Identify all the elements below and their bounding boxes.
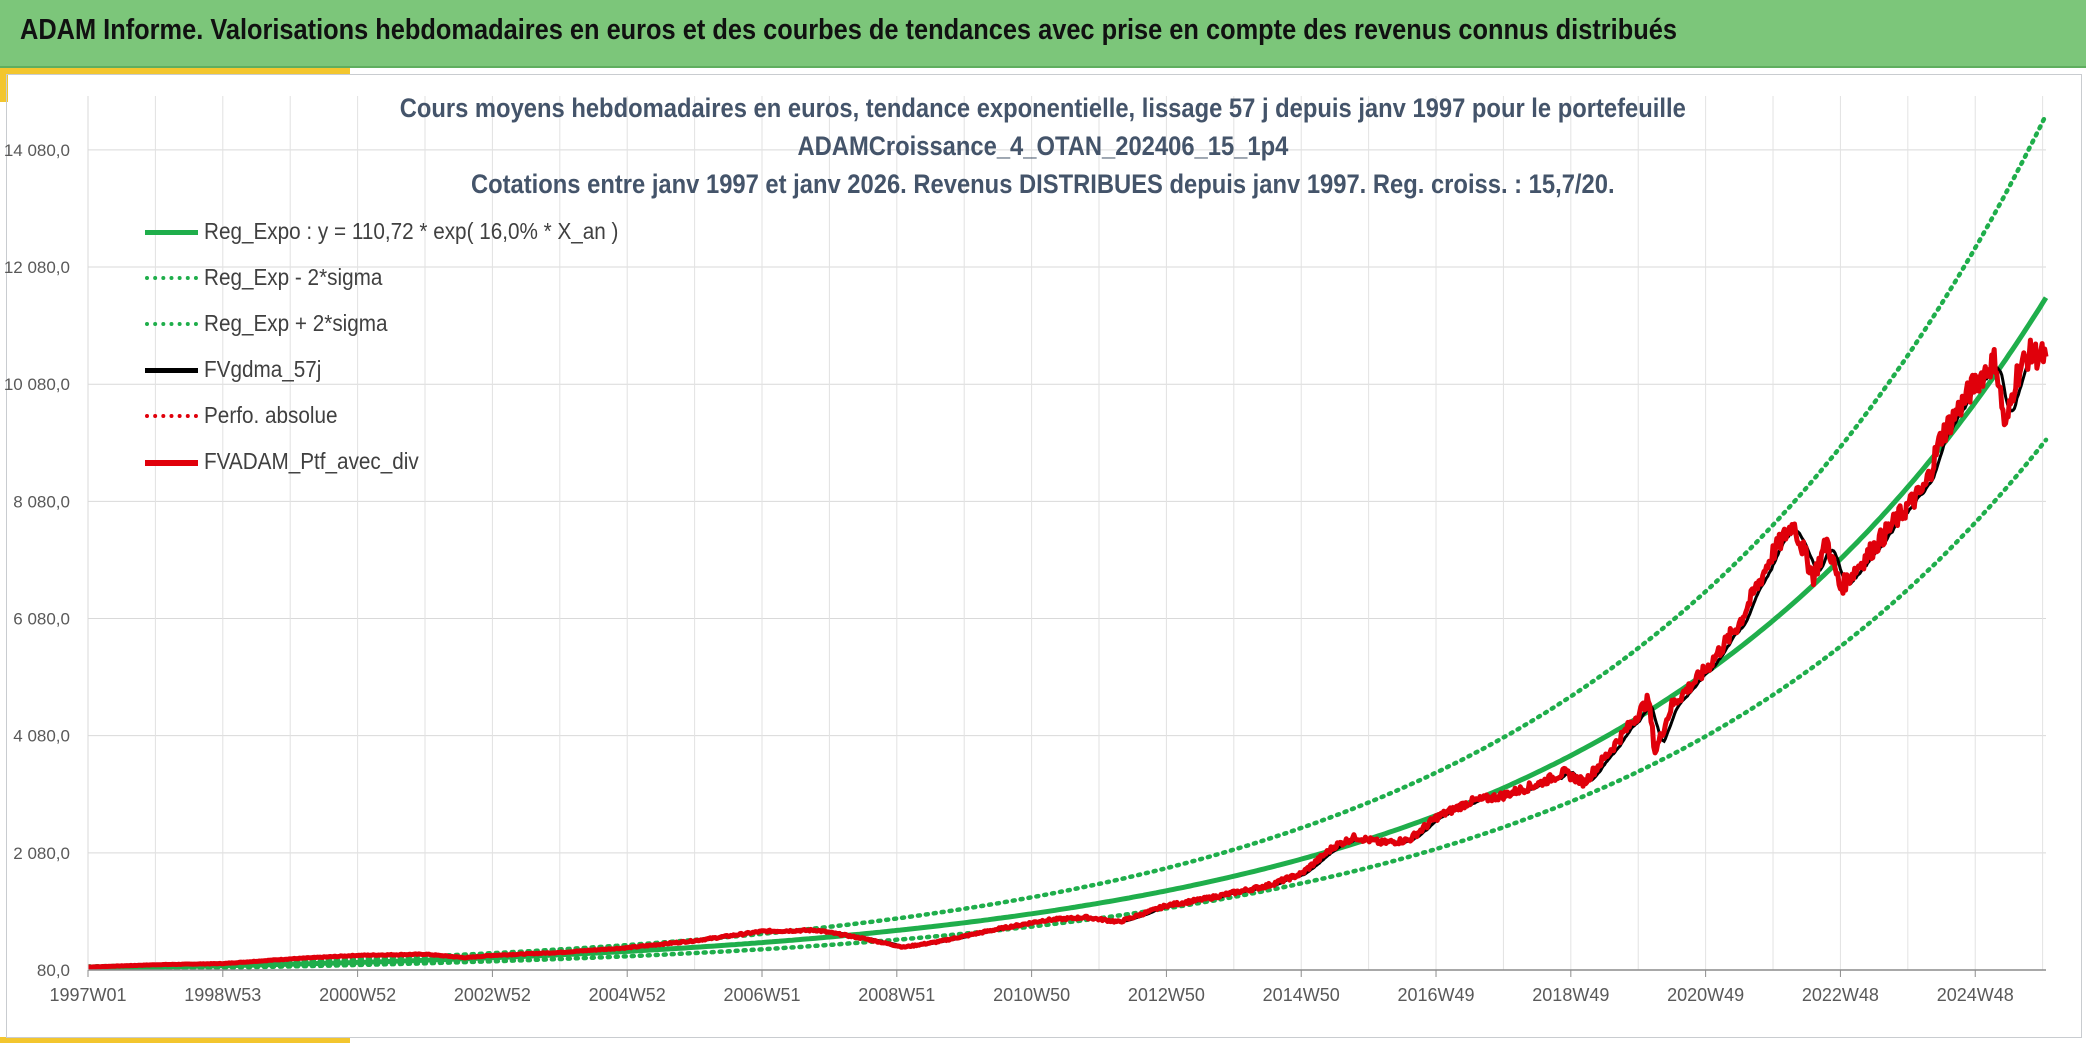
legend-swatch-fvgdma	[145, 368, 198, 373]
y-tick-label: 4 080,0	[13, 727, 70, 746]
x-tick-label: 2020W49	[1667, 985, 1744, 1005]
series-reg-expo	[88, 296, 2049, 970]
x-tick-label: 2010W50	[993, 985, 1070, 1005]
chart-title-line-2: ADAMCroissance_4_OTAN_202406_15_1p4	[797, 131, 1289, 161]
chart-title-line-3: Cotations entre janv 1997 et janv 2026. …	[471, 169, 1615, 199]
series-reg-exp-minus-2sigma	[88, 437, 2049, 970]
y-tick-label: 2 080,0	[13, 844, 70, 863]
legend-swatch-reg-exp-minus	[145, 276, 198, 280]
series-perfo-absolue	[88, 340, 2047, 969]
y-tick-label: 80,0	[37, 961, 70, 980]
series-fvgdma-57j	[88, 353, 2046, 969]
chart-axes: 80,0 2 080,0 4 080,0 6 080,0 8 080,0 10 080,0…	[4, 96, 2046, 1005]
y-tick-label: 12 080,0	[4, 258, 70, 277]
x-tick-label: 2008W51	[858, 985, 935, 1005]
legend-label-ptf-avec-div: FVADAM_Ptf_avec_div	[204, 448, 419, 474]
legend-swatch-ptf-avec-div	[145, 460, 198, 466]
x-tick-label: 2024W48	[1937, 985, 2014, 1005]
chart-gridlines	[88, 96, 2046, 970]
x-tick-label: 2000W52	[319, 985, 396, 1005]
accent-bar-bottom	[0, 1037, 350, 1043]
legend-label-perfo-absolue: Perfo. absolue	[204, 402, 338, 428]
series-reg-exp-plus-2sigma	[88, 112, 2049, 969]
chart-series	[88, 112, 2049, 970]
legend-swatch-reg-exp-plus	[145, 322, 198, 326]
y-tick-label: 10 080,0	[4, 375, 70, 394]
x-tick-label: 2006W51	[723, 985, 800, 1005]
chart-title-line-1: Cours moyens hebdomadaires en euros, ten…	[399, 93, 1687, 123]
y-tick-label: 14 080,0	[4, 141, 70, 160]
x-tick-label: 2016W49	[1397, 985, 1474, 1005]
legend-swatch-reg-expo	[145, 230, 198, 235]
accent-bar-left	[0, 68, 8, 102]
x-tick-label: 2022W48	[1802, 985, 1879, 1005]
page-title: ADAM Informe. Valorisations hebdomadaire…	[20, 14, 1677, 46]
legend-swatch-perfo-absolue	[145, 414, 198, 418]
x-tick-label: 1998W53	[184, 985, 261, 1005]
legend-label-fvgdma: FVgdma_57j	[204, 356, 322, 382]
header-banner: ADAM Informe. Valorisations hebdomadaire…	[0, 0, 2086, 68]
y-tick-label: 8 080,0	[13, 492, 70, 511]
x-tick-label: 1997W01	[49, 985, 126, 1005]
series-fvadam-ptf-avec-div	[88, 337, 2049, 970]
x-tick-label: 2018W49	[1532, 985, 1609, 1005]
x-tick-label: 2014W50	[1263, 985, 1340, 1005]
x-tick-label: 2012W50	[1128, 985, 1205, 1005]
legend-label-reg-exp-minus: Reg_Exp - 2*sigma	[204, 264, 383, 290]
chart-frame	[6, 74, 2082, 1038]
legend-label-reg-exp-plus: Reg_Exp + 2*sigma	[204, 310, 388, 336]
legend-label-reg-expo: Reg_Expo : y = 110,72 * exp( 16,0% * X_a…	[204, 218, 619, 244]
accent-bar-top	[0, 68, 350, 74]
x-tick-label: 2002W52	[454, 985, 531, 1005]
x-tick-label: 2004W52	[589, 985, 666, 1005]
y-tick-label: 6 080,0	[13, 610, 70, 629]
